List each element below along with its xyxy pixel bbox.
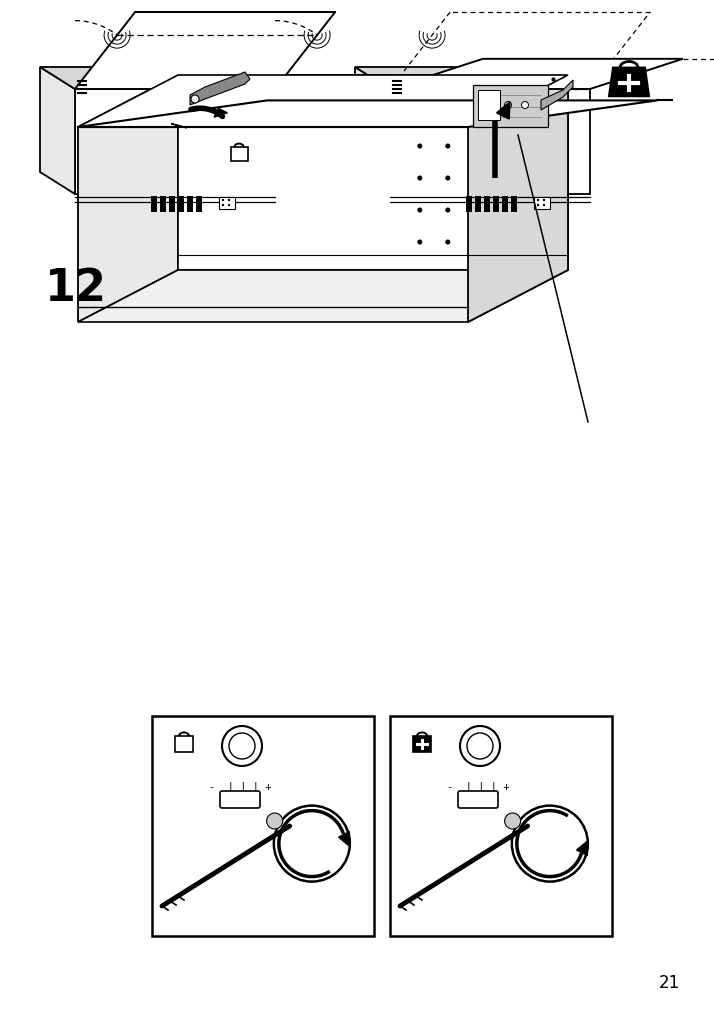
Bar — [151, 197, 157, 212]
Circle shape — [446, 241, 451, 246]
Circle shape — [467, 733, 493, 759]
Circle shape — [446, 112, 451, 117]
Circle shape — [488, 102, 495, 109]
Circle shape — [537, 204, 539, 207]
Circle shape — [222, 726, 262, 766]
Circle shape — [460, 726, 500, 766]
Circle shape — [222, 199, 224, 202]
Polygon shape — [190, 73, 250, 106]
Circle shape — [521, 102, 528, 109]
Bar — [187, 197, 193, 212]
Bar — [169, 197, 175, 212]
Text: -  | | | +: - | | | + — [447, 780, 509, 792]
Polygon shape — [338, 832, 351, 847]
Circle shape — [512, 806, 588, 882]
Polygon shape — [468, 76, 568, 323]
Bar — [231, 148, 248, 162]
Bar — [196, 197, 202, 212]
Text: 12: 12 — [45, 267, 107, 309]
Bar — [511, 197, 517, 212]
Circle shape — [417, 145, 422, 150]
Circle shape — [417, 241, 422, 246]
Circle shape — [222, 204, 224, 207]
Polygon shape — [40, 68, 75, 195]
Circle shape — [266, 813, 283, 829]
Bar — [473, 86, 548, 127]
Polygon shape — [214, 109, 227, 118]
Bar — [466, 197, 472, 212]
Polygon shape — [40, 68, 275, 90]
Polygon shape — [390, 60, 683, 90]
Circle shape — [543, 204, 545, 207]
Bar — [178, 197, 184, 212]
Text: -  | | | +: - | | | + — [208, 780, 271, 792]
Circle shape — [543, 199, 545, 202]
Circle shape — [446, 176, 451, 181]
Circle shape — [417, 176, 422, 181]
Polygon shape — [75, 90, 275, 195]
Bar — [478, 91, 500, 121]
Circle shape — [446, 208, 451, 213]
Polygon shape — [390, 90, 590, 195]
Polygon shape — [78, 76, 178, 323]
Polygon shape — [577, 840, 588, 855]
Polygon shape — [78, 76, 568, 127]
Polygon shape — [355, 68, 390, 195]
Bar — [390, 716, 612, 936]
Bar — [219, 198, 235, 210]
Polygon shape — [78, 101, 658, 127]
Bar — [152, 716, 374, 936]
Circle shape — [446, 145, 451, 150]
Polygon shape — [355, 68, 590, 90]
Circle shape — [505, 102, 511, 109]
Polygon shape — [78, 271, 568, 323]
Circle shape — [229, 733, 255, 759]
Bar — [160, 197, 166, 212]
Circle shape — [417, 112, 422, 117]
Bar — [475, 197, 481, 212]
Polygon shape — [497, 102, 510, 120]
Circle shape — [505, 813, 521, 829]
Circle shape — [417, 208, 422, 213]
Text: 21: 21 — [659, 973, 680, 991]
FancyBboxPatch shape — [220, 792, 260, 808]
Polygon shape — [171, 124, 187, 128]
Circle shape — [228, 199, 230, 202]
Bar — [484, 197, 490, 212]
Polygon shape — [178, 76, 568, 271]
Circle shape — [191, 96, 199, 104]
Circle shape — [228, 204, 230, 207]
Bar — [493, 197, 499, 212]
Bar — [502, 197, 508, 212]
Bar — [175, 737, 193, 752]
Circle shape — [274, 806, 350, 882]
Bar — [534, 198, 550, 210]
FancyBboxPatch shape — [458, 792, 498, 808]
Polygon shape — [609, 69, 649, 97]
Bar — [413, 737, 431, 752]
Circle shape — [537, 199, 539, 202]
Polygon shape — [75, 13, 335, 90]
Polygon shape — [541, 81, 573, 111]
